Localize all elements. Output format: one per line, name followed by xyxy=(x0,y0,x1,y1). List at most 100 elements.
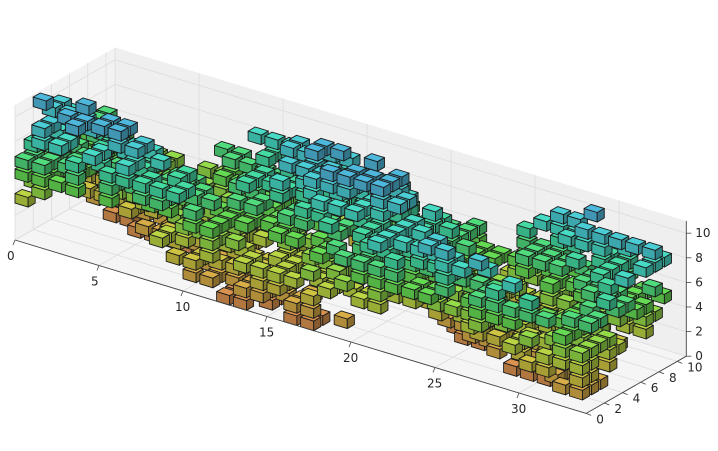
voxel xyxy=(199,269,221,289)
voxel xyxy=(75,97,97,117)
voxel-face-top xyxy=(255,149,277,159)
voxel-face-top xyxy=(386,196,409,206)
voxel-face-top xyxy=(81,147,103,157)
y-axis-line xyxy=(585,355,687,414)
voxel xyxy=(90,118,112,137)
voxel xyxy=(64,118,87,137)
voxel-face-top xyxy=(574,221,596,231)
voxel-face-top xyxy=(267,225,290,235)
voxel-face-top xyxy=(376,229,398,239)
voxel-face-top xyxy=(396,191,418,201)
voxel xyxy=(31,120,53,139)
voxel-face-top xyxy=(275,260,297,270)
voxel xyxy=(284,230,306,250)
voxel xyxy=(330,142,352,162)
voxel-face-top xyxy=(596,292,618,302)
voxel xyxy=(31,157,53,176)
voxel-face-top xyxy=(394,219,416,228)
voxel-face-top xyxy=(235,175,257,185)
voxel xyxy=(578,315,600,334)
voxel-layer xyxy=(14,92,672,401)
voxel xyxy=(363,153,385,172)
voxel xyxy=(596,292,618,312)
voxel-face-top xyxy=(214,140,236,150)
voxel xyxy=(535,310,557,329)
voxel-face-top xyxy=(362,168,384,178)
voxel-face-top xyxy=(614,269,636,279)
voxel-face-top xyxy=(361,221,383,231)
voxel-face-top xyxy=(344,203,366,213)
voxel-face-top xyxy=(410,276,432,286)
voxel xyxy=(247,126,269,146)
voxel-face-top xyxy=(266,265,288,275)
voxel-face-top xyxy=(608,256,630,266)
voxel xyxy=(531,253,553,272)
voxel-face-top xyxy=(90,118,112,128)
voxel-face-top xyxy=(417,237,439,247)
voxel-face-top xyxy=(226,192,248,202)
x-tick-label: 0 xyxy=(7,249,15,263)
voxel xyxy=(336,168,358,188)
voxel xyxy=(283,270,305,290)
voxel-face-top xyxy=(540,248,563,258)
y-tick-label: 10 xyxy=(687,360,702,374)
voxel-face-top xyxy=(107,123,129,133)
y-tick-label: 0 xyxy=(596,412,604,426)
voxel-face-top xyxy=(624,236,647,246)
voxel-face-top xyxy=(426,232,448,242)
voxel xyxy=(568,344,591,364)
voxel xyxy=(641,241,663,261)
voxel-face-top xyxy=(632,296,654,306)
voxel xyxy=(516,220,538,240)
voxel-face-top xyxy=(295,160,317,170)
voxel-face-top xyxy=(481,250,503,260)
voxel-face-top xyxy=(587,334,609,344)
voxel-face-top xyxy=(469,274,491,284)
voxel-face-top xyxy=(641,278,663,288)
voxel-face-top xyxy=(221,151,243,161)
voxel-face-top xyxy=(363,153,385,163)
voxel-face-top xyxy=(518,292,540,302)
voxel-face-top xyxy=(466,217,488,227)
voxel-face-top xyxy=(589,266,612,276)
voxel xyxy=(333,310,355,330)
voxel-face-top xyxy=(176,164,198,174)
voxel-face-top xyxy=(531,253,553,263)
voxel-face-top xyxy=(385,224,407,234)
x-tick-mark xyxy=(516,392,520,399)
voxel xyxy=(384,251,406,271)
voxel-face-top xyxy=(421,203,444,213)
voxel xyxy=(235,175,257,194)
voxel-face-top xyxy=(132,175,154,185)
voxel xyxy=(370,178,392,198)
x-tick-label: 20 xyxy=(343,351,358,365)
voxel-face-top xyxy=(64,118,87,128)
voxel-face-top xyxy=(591,226,613,236)
voxel-face-top xyxy=(74,113,96,122)
voxel xyxy=(243,197,265,217)
voxel-face-top xyxy=(411,224,433,234)
voxel-face-top xyxy=(486,328,508,338)
voxel-face-top xyxy=(193,182,215,192)
voxel-face-top xyxy=(199,269,221,279)
voxel-face-top xyxy=(284,230,306,240)
x-tick-mark xyxy=(432,367,436,373)
voxel xyxy=(234,215,256,234)
voxel-face-top xyxy=(99,112,122,122)
voxel xyxy=(300,263,322,282)
voxel-face-top xyxy=(242,250,264,260)
voxel-face-top xyxy=(150,152,172,162)
voxel xyxy=(225,232,247,252)
z-tick-label: 6 xyxy=(695,275,703,289)
y-tick-label: 2 xyxy=(614,402,622,416)
y-tick-label: 4 xyxy=(633,392,641,406)
voxel-face-top xyxy=(518,329,540,339)
voxel-face-top xyxy=(524,243,546,253)
voxel xyxy=(552,327,574,347)
voxel-face-top xyxy=(148,229,171,239)
voxel-face-top xyxy=(400,281,423,291)
voxel xyxy=(182,203,204,222)
voxel xyxy=(518,292,540,312)
voxel-face-top xyxy=(264,131,286,141)
voxel-face-top xyxy=(434,242,456,252)
